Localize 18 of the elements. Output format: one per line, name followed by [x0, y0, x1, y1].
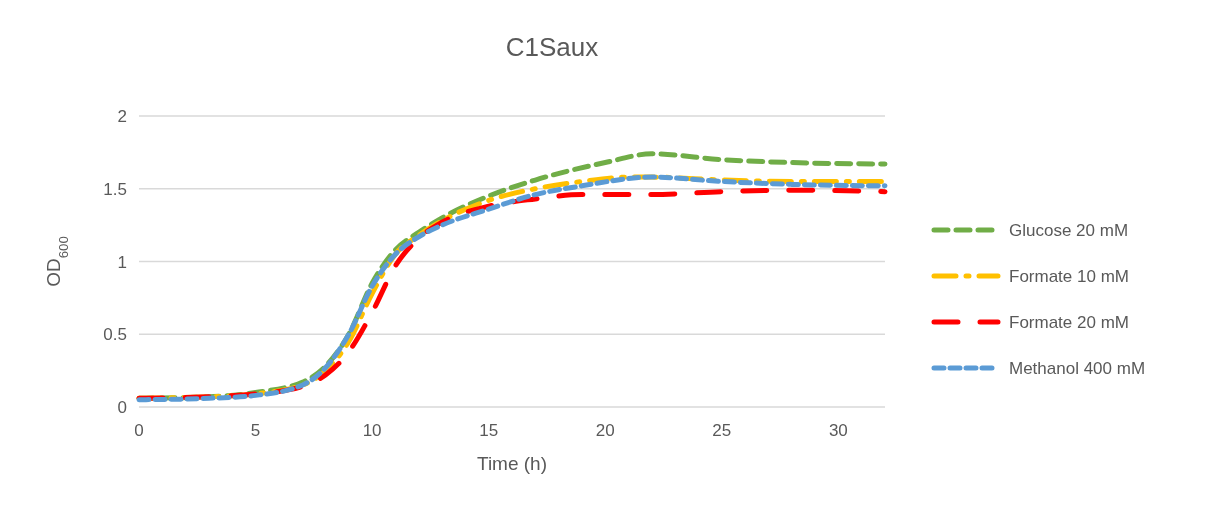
x-tick-label: 25 [712, 421, 732, 440]
x-tick-label: 0 [134, 421, 144, 440]
y-tick-label: 0.5 [103, 325, 127, 345]
legend-label: Methanol 400 mM [1009, 359, 1146, 378]
legend-label: Glucose 20 mM [1009, 221, 1129, 240]
y-tick-label: 1.5 [103, 179, 127, 199]
x-tick-label: 10 [362, 421, 382, 440]
legend-label: Formate 10 mM [1009, 267, 1129, 286]
y-tick-label: 0 [117, 398, 127, 417]
legend-label: Formate 20 mM [1009, 313, 1129, 332]
x-tick-label: 20 [595, 421, 615, 440]
x-tick-label: 15 [479, 421, 499, 440]
y-tick-label: 2 [117, 107, 127, 126]
x-tick-label: 5 [250, 421, 261, 440]
x-axis-title: Time (h) [476, 453, 548, 474]
chart-title: C1Saux [505, 32, 599, 62]
y-tick-label: 1 [117, 252, 127, 272]
x-tick-label: 30 [828, 421, 848, 440]
